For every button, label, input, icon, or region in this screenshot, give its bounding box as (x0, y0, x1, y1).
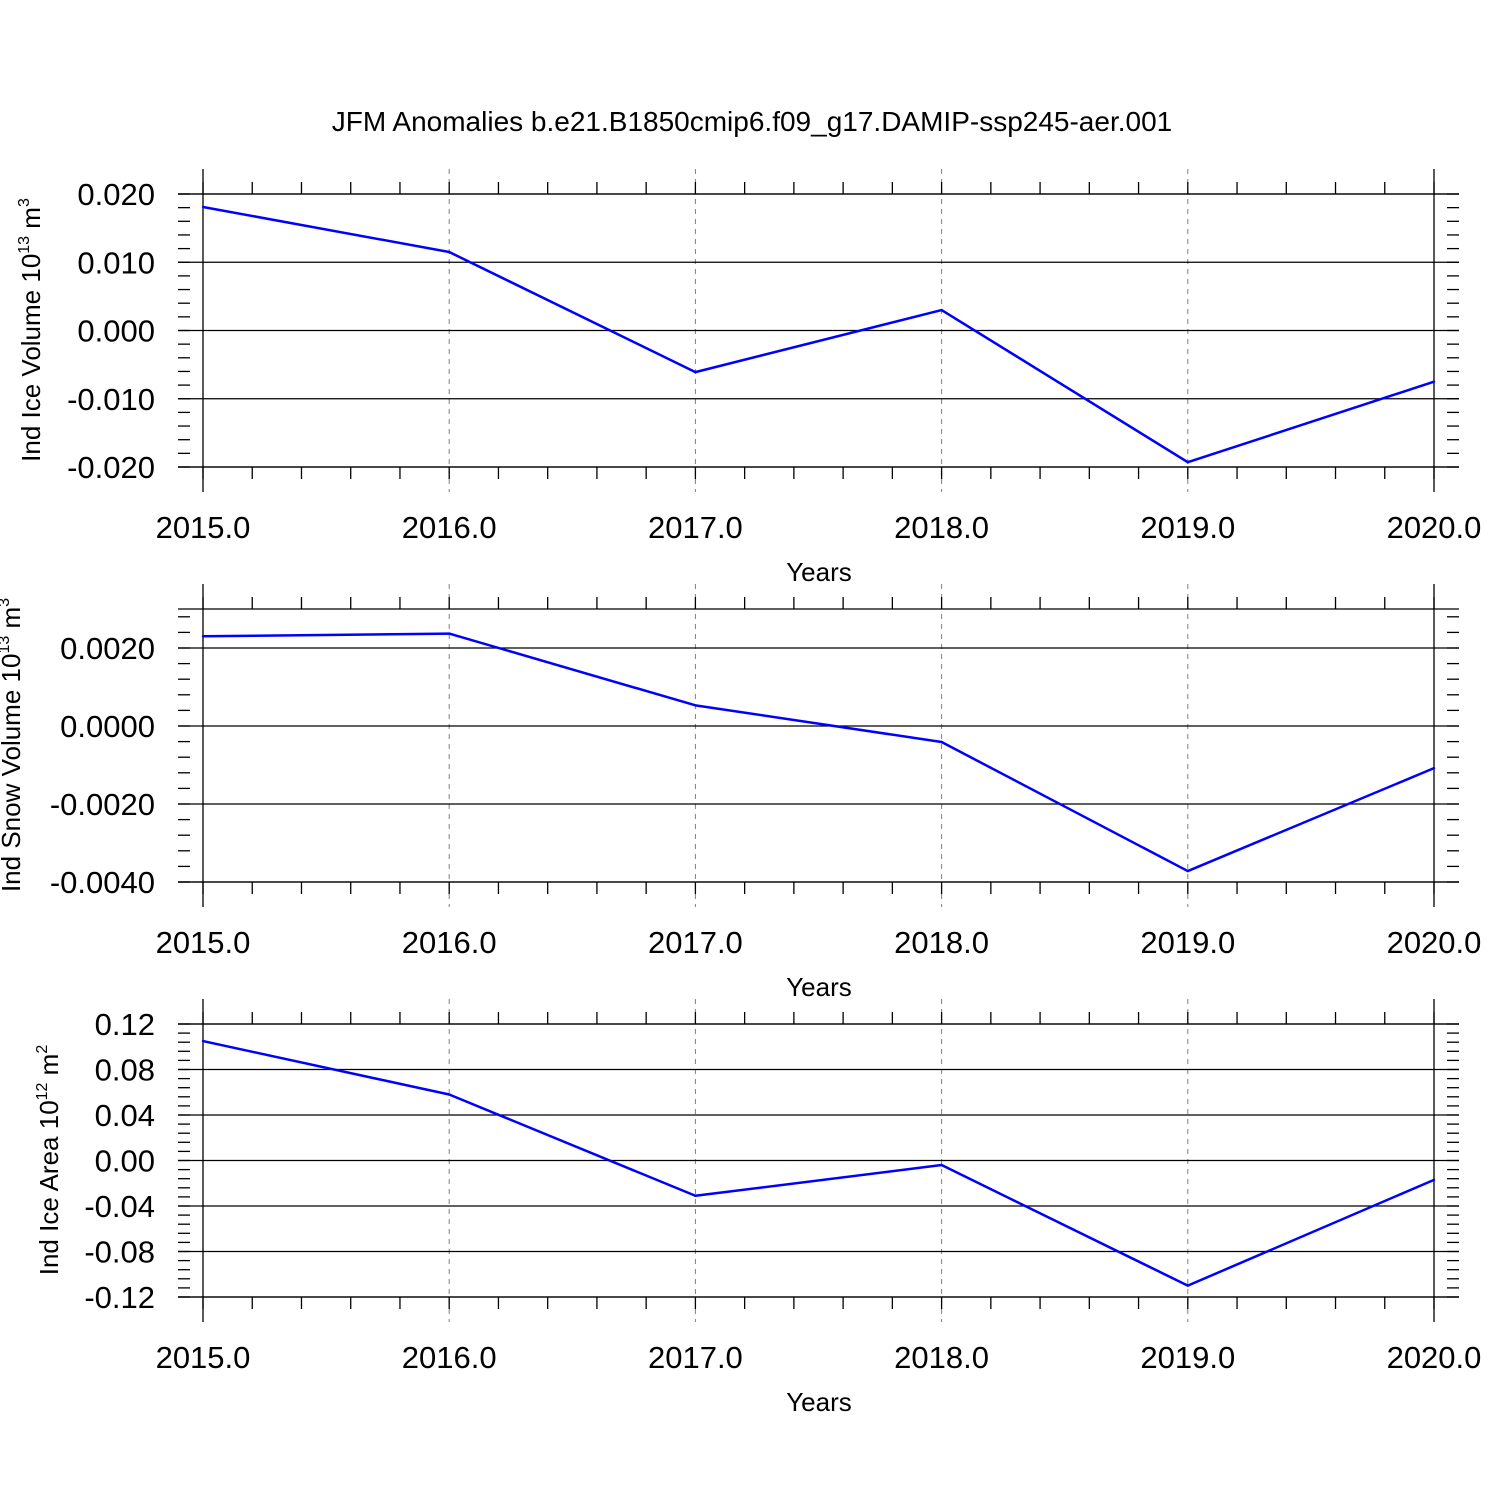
y-tick-label: 0.12 (95, 1007, 155, 1042)
x-tick-label: 2020.0 (1387, 510, 1482, 545)
y-axis-label-text: Ind Ice Area 10 (34, 1100, 64, 1275)
x-tick-label: 2019.0 (1140, 925, 1235, 960)
y-axis-label-text: Ind Ice Volume 10 (16, 254, 46, 462)
data-point (1432, 766, 1436, 770)
x-axis-label: Years (786, 972, 852, 1002)
y-tick-label: 0.0020 (60, 631, 155, 666)
figure-title: JFM Anomalies b.e21.B1850cmip6.f09_g17.D… (332, 106, 1172, 137)
x-tick-label: 2015.0 (156, 1340, 251, 1375)
y-tick-label: 0.000 (77, 314, 155, 349)
data-point (1186, 461, 1190, 464)
y-tick-label: -0.0020 (50, 787, 155, 822)
x-tick-label: 2018.0 (894, 510, 989, 545)
y-tick-label: 0.08 (95, 1053, 155, 1088)
y-axis-label-unit-exponent: 2 (34, 1045, 51, 1054)
panel-1: -0.020 -0.010 0.000 0.010 0.020 2015.0 2016.0 2… (16, 169, 1481, 587)
x-tick-label: 2016.0 (402, 1340, 497, 1375)
x-tick-label: 2017.0 (648, 925, 743, 960)
y-tick-label: -0.08 (84, 1235, 155, 1270)
y-axis-label-unit: m (16, 207, 46, 236)
y-axis-label-exponent: 12 (34, 1082, 51, 1100)
x-tick-label: 2020.0 (1387, 925, 1482, 960)
y-tick-label: 0.010 (77, 245, 155, 280)
data-point (201, 1039, 205, 1043)
data-point (448, 250, 451, 254)
y-tick-label: 0.0000 (60, 709, 155, 744)
data-point (1432, 380, 1436, 383)
series-line (202, 632, 1435, 873)
x-tick-label: 2017.0 (648, 1340, 743, 1375)
y-tick-label: 0.020 (77, 177, 155, 212)
x-tick-label: 2016.0 (402, 925, 497, 960)
data-point (940, 1163, 943, 1167)
y-axis-label-unit-exponent: 3 (0, 598, 13, 607)
y-tick-label: 0.00 (95, 1144, 155, 1179)
panel-2: -0.0040 -0.0020 0.0000 0.0020 2015.0 2016.0 20… (0, 584, 1481, 1002)
y-axis-label-unit: m (34, 1054, 64, 1083)
x-tick-label: 2019.0 (1140, 1340, 1235, 1375)
y-axis-label-exponent: 13 (16, 236, 33, 254)
data-point (448, 1093, 451, 1096)
x-tick-label: 2015.0 (156, 925, 251, 960)
y-axis-label-text: Ind Snow Volume 10 (0, 654, 26, 893)
panel-3: -0.12 -0.08 -0.04 0.00 0.04 0.08 0.12 2015.0 201… (34, 999, 1481, 1417)
y-tick-label: -0.020 (67, 450, 155, 485)
y-tick-label: -0.010 (67, 382, 155, 417)
data-point (1432, 1178, 1436, 1182)
x-axis-label: Years (786, 1387, 852, 1417)
data-point (940, 308, 943, 312)
x-axis-label: Years (786, 557, 852, 587)
x-tick-label: 2019.0 (1140, 510, 1235, 545)
y-axis-label-exponent: 13 (0, 636, 13, 654)
x-tick-label: 2015.0 (156, 510, 251, 545)
y-axis-label: Ind Ice Area 1012 m2 (34, 1045, 64, 1276)
y-tick-label: -0.0040 (50, 865, 155, 900)
data-point (1186, 869, 1190, 873)
x-tick-label: 2018.0 (894, 925, 989, 960)
data-point (694, 370, 697, 374)
x-tick-label: 2016.0 (402, 510, 497, 545)
series-line (202, 1039, 1435, 1287)
data-point (1186, 1284, 1190, 1287)
x-tick-label: 2020.0 (1387, 1340, 1482, 1375)
x-tick-label: 2017.0 (648, 510, 743, 545)
y-axis-label-unit: m (0, 607, 26, 636)
panels: -0.020 -0.010 0.000 0.010 0.020 2015.0 2016.0 2… (0, 169, 1481, 1417)
y-tick-label: -0.04 (84, 1189, 155, 1224)
y-tick-label: -0.12 (84, 1280, 155, 1315)
data-point (448, 632, 451, 635)
data-point (694, 1194, 697, 1197)
data-point (201, 205, 205, 209)
y-axis-label-unit-exponent: 3 (16, 198, 33, 207)
data-point (940, 740, 943, 744)
data-point (694, 704, 697, 707)
y-tick-label: 0.04 (95, 1098, 155, 1133)
y-axis-label: Ind Ice Volume 1013 m3 (16, 198, 46, 462)
y-axis-label: Ind Snow Volume 1013 m3 (0, 598, 26, 892)
data-point (201, 635, 205, 638)
series-line (202, 205, 1435, 464)
x-tick-label: 2018.0 (894, 1340, 989, 1375)
